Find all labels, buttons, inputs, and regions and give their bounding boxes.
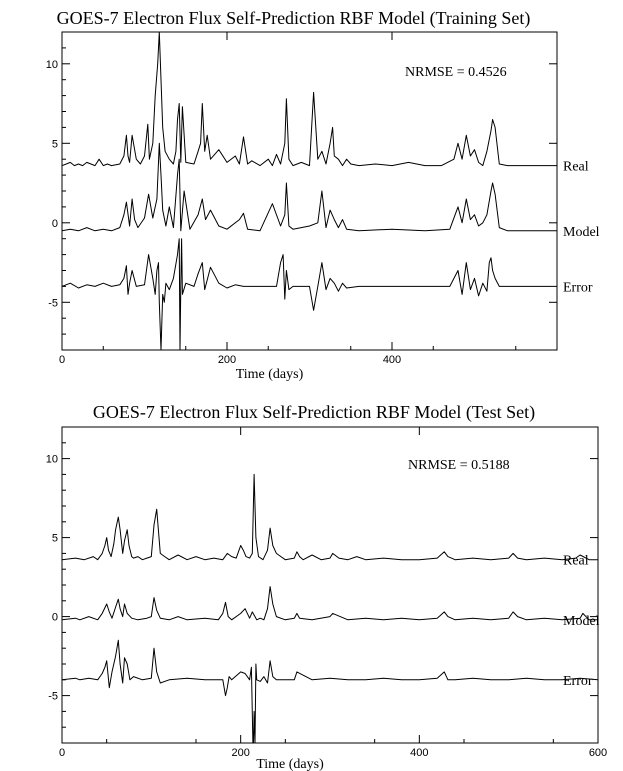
test-set-chart: GOES-7 Electron Flux Self-Prediction RBF… (46, 402, 607, 771)
series-line-real (62, 32, 557, 167)
nrmse-annotation: NRMSE = 0.4526 (405, 65, 507, 80)
training-set-chart: GOES-7 Electron Flux Self-Prediction RBF… (46, 8, 600, 382)
series-line-model (62, 142, 557, 232)
x-tick-label: 200 (218, 354, 236, 366)
x-axis-label: Time (days) (236, 367, 304, 382)
series-label-model: Model (563, 225, 600, 240)
series-line-error (62, 639, 598, 743)
series-label-real: Real (563, 160, 589, 175)
x-axis-label: Time (days) (256, 757, 324, 771)
series-line-model (62, 586, 598, 621)
x-tick-label: 400 (383, 354, 401, 366)
series-label-model: Model (563, 614, 600, 629)
y-tick-label: 10 (46, 454, 58, 466)
series-line-error (62, 238, 557, 350)
y-tick-label: 10 (46, 59, 58, 71)
y-tick-label: 5 (52, 138, 58, 150)
series-label-error: Error (563, 674, 593, 689)
nrmse-annotation: NRMSE = 0.5188 (408, 458, 510, 473)
x-tick-label: 0 (59, 747, 65, 759)
y-tick-label: 0 (52, 612, 58, 624)
x-tick-label: 600 (589, 747, 607, 759)
series-line-real (62, 473, 598, 561)
y-tick-label: 0 (52, 218, 58, 230)
x-tick-label: 400 (410, 747, 428, 759)
y-tick-label: -5 (48, 691, 58, 703)
x-tick-label: 0 (59, 354, 65, 366)
chart-title: GOES-7 Electron Flux Self-Prediction RBF… (57, 8, 531, 29)
series-label-error: Error (563, 280, 593, 295)
plot-frame (61, 426, 599, 744)
x-tick-label: 200 (231, 747, 249, 759)
y-tick-label: 5 (52, 533, 58, 545)
series-label-real: Real (563, 554, 589, 569)
chart-title: GOES-7 Electron Flux Self-Prediction RBF… (93, 402, 535, 423)
y-tick-label: -5 (48, 297, 58, 309)
